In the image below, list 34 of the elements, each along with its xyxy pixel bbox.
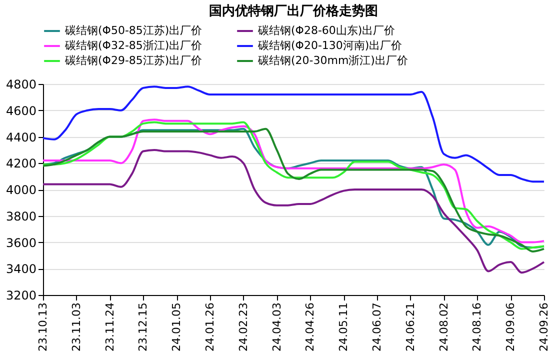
y-tick-label: 4400 — [6, 130, 36, 144]
y-tick-label: 3800 — [6, 209, 36, 224]
line-series — [42, 148, 545, 274]
y-tick-label: 4000 — [6, 183, 36, 197]
legend-label: 碳结钢(Φ20-130河南)出厂价 — [257, 39, 402, 52]
x-tick-label: 24.06.07 — [370, 302, 384, 352]
x-tick-label: 23.10.13 — [36, 302, 50, 352]
x-tick-label: 24.04.03 — [270, 302, 284, 352]
x-tick-label: 24.08.02 — [437, 302, 450, 352]
x-tick-label: 24.05.11 — [337, 302, 350, 352]
x-tick-label: 23.11.03 — [70, 302, 83, 352]
x-tick-label: 24.06.21 — [404, 302, 417, 352]
y-tick-label: 3400 — [6, 262, 36, 276]
x-tick-label: 23.12.15 — [136, 302, 150, 352]
legend-label: 碳结钢(Φ32-85浙江)出厂价 — [64, 39, 202, 52]
x-tick-label: 23.11.24 — [103, 302, 116, 352]
legend-label: 碳结钢(Φ29-85江苏)出厂价 — [64, 54, 202, 67]
x-tick-label: 24.08.16 — [470, 302, 484, 352]
chart-title: 国内优特钢厂出厂价格走势图 — [209, 3, 378, 19]
x-tick-label: 24.01.05 — [170, 302, 184, 352]
x-tick-label: 24.02.23 — [236, 302, 250, 352]
line-series — [42, 86, 545, 183]
y-tick-label: 4800 — [6, 78, 36, 92]
y-tick-label: 3600 — [6, 236, 36, 250]
y-tick-label: 3200 — [6, 288, 36, 302]
x-tick-label: 24.04.26 — [304, 302, 317, 352]
y-tick-label: 4200 — [6, 156, 36, 171]
legend-label: 碳结钢(20-30mm浙江)出厂价 — [257, 54, 408, 67]
x-tick-label: 24.09.06 — [504, 302, 518, 352]
legend-label: 碳结钢(Φ28-60山东)出厂价 — [257, 24, 396, 37]
legend-label: 碳结钢(Φ50-85江苏)出厂价 — [64, 24, 202, 37]
x-tick-label: 24.09.26 — [538, 302, 550, 352]
x-tick-label: 24.01.26 — [204, 302, 216, 352]
y-tick-label: 4600 — [6, 104, 36, 118]
